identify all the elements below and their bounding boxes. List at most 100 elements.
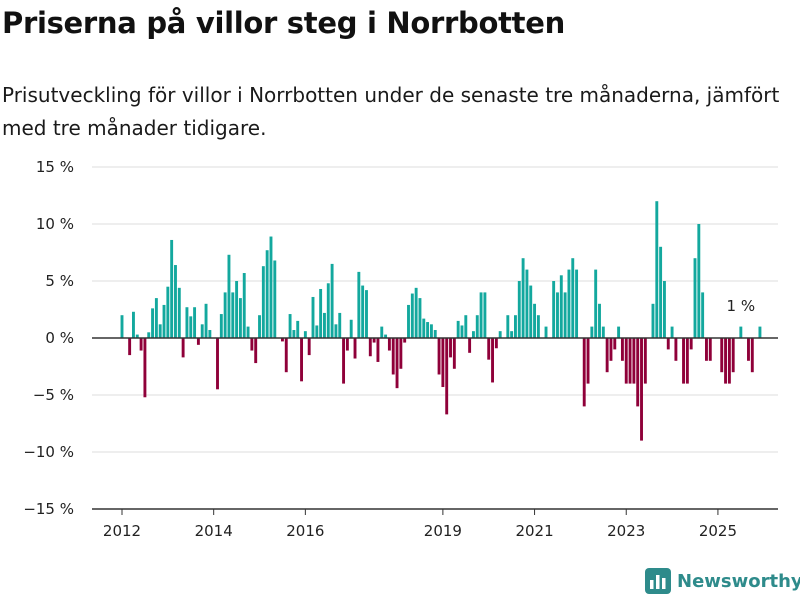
bar	[261, 266, 265, 338]
bar	[567, 269, 571, 338]
page-subtitle: Prisutveckling för villor i Norrbotten u…	[2, 83, 780, 140]
bar	[475, 315, 479, 338]
bar	[334, 324, 338, 338]
bar	[139, 338, 143, 351]
bar	[284, 338, 288, 373]
bar	[437, 338, 441, 375]
bar	[724, 338, 728, 384]
bar	[223, 292, 227, 338]
bar	[345, 338, 349, 351]
bar	[246, 326, 250, 338]
y-tick-label: 0 %	[45, 329, 74, 347]
bar	[269, 236, 273, 338]
x-tick-label: 2021	[515, 522, 553, 540]
bar	[288, 314, 292, 338]
bar	[330, 263, 334, 338]
bar	[456, 320, 460, 338]
y-tick-label: −5 %	[33, 386, 74, 404]
bar	[529, 285, 533, 338]
bar	[368, 338, 372, 357]
bar	[311, 296, 315, 338]
x-tick-label: 2025	[699, 522, 737, 540]
y-axis-tick-labels: 15 % 10 % 5 % 0 % −5 % −10 % −15 %	[23, 158, 74, 518]
bar	[449, 338, 452, 358]
x-axis-tick-labels: 2012 2014 2016 2019 2021 2023 2025	[103, 509, 737, 540]
bar	[536, 315, 540, 338]
bar	[372, 338, 376, 343]
bar	[376, 338, 380, 362]
bar	[387, 338, 391, 351]
bar	[231, 292, 235, 338]
bar	[426, 322, 430, 338]
bar	[731, 338, 735, 373]
bar	[525, 269, 529, 338]
bar	[705, 338, 708, 361]
bar	[342, 338, 346, 384]
y-tick-label: −10 %	[23, 443, 74, 461]
bar	[204, 303, 208, 338]
bar	[632, 338, 636, 384]
bar	[624, 338, 628, 384]
bar	[613, 338, 617, 350]
bar	[418, 298, 422, 338]
bar	[422, 318, 426, 338]
bar	[491, 338, 494, 383]
y-tick-label: −15 %	[23, 500, 74, 518]
bar	[307, 338, 311, 356]
bars	[120, 201, 762, 441]
bar	[403, 338, 407, 343]
bar	[452, 338, 456, 369]
bar	[739, 326, 743, 338]
bar	[265, 250, 269, 338]
bar	[750, 338, 754, 373]
bar	[315, 325, 319, 338]
bar	[514, 315, 517, 338]
bar	[521, 258, 525, 338]
bar	[353, 338, 357, 359]
bar	[154, 298, 158, 338]
bar	[655, 201, 659, 338]
bar	[445, 338, 449, 415]
bar	[483, 292, 487, 338]
bar	[162, 304, 166, 338]
bar	[174, 265, 177, 338]
bar	[238, 298, 242, 338]
brand-name: Newsworthy	[677, 570, 800, 592]
bar	[338, 312, 342, 338]
bar	[326, 283, 330, 338]
bar	[135, 334, 139, 338]
bar	[471, 331, 475, 338]
bar	[601, 326, 605, 338]
bar	[170, 239, 174, 338]
bar	[670, 326, 674, 338]
bar	[323, 312, 326, 338]
bar	[620, 338, 624, 361]
bar	[296, 320, 300, 338]
bar	[227, 254, 231, 338]
bar	[464, 315, 468, 338]
y-tick-label: 5 %	[45, 272, 74, 290]
bar	[586, 338, 590, 384]
bar	[494, 338, 498, 349]
bar	[303, 331, 307, 338]
bar	[533, 303, 537, 338]
bar	[300, 338, 303, 382]
bar	[365, 290, 368, 338]
bar	[609, 338, 613, 361]
bar	[429, 324, 433, 338]
bar	[433, 330, 437, 338]
bar	[280, 338, 284, 342]
bar	[166, 286, 170, 338]
x-tick-label: 2019	[424, 522, 462, 540]
bar	[128, 338, 132, 356]
bar	[216, 338, 219, 390]
bar	[605, 338, 609, 373]
bar	[132, 311, 135, 338]
bar	[575, 269, 579, 338]
bar	[151, 308, 155, 338]
bar	[410, 293, 414, 338]
bar	[598, 303, 601, 338]
bar	[391, 338, 395, 375]
bar	[674, 338, 678, 361]
